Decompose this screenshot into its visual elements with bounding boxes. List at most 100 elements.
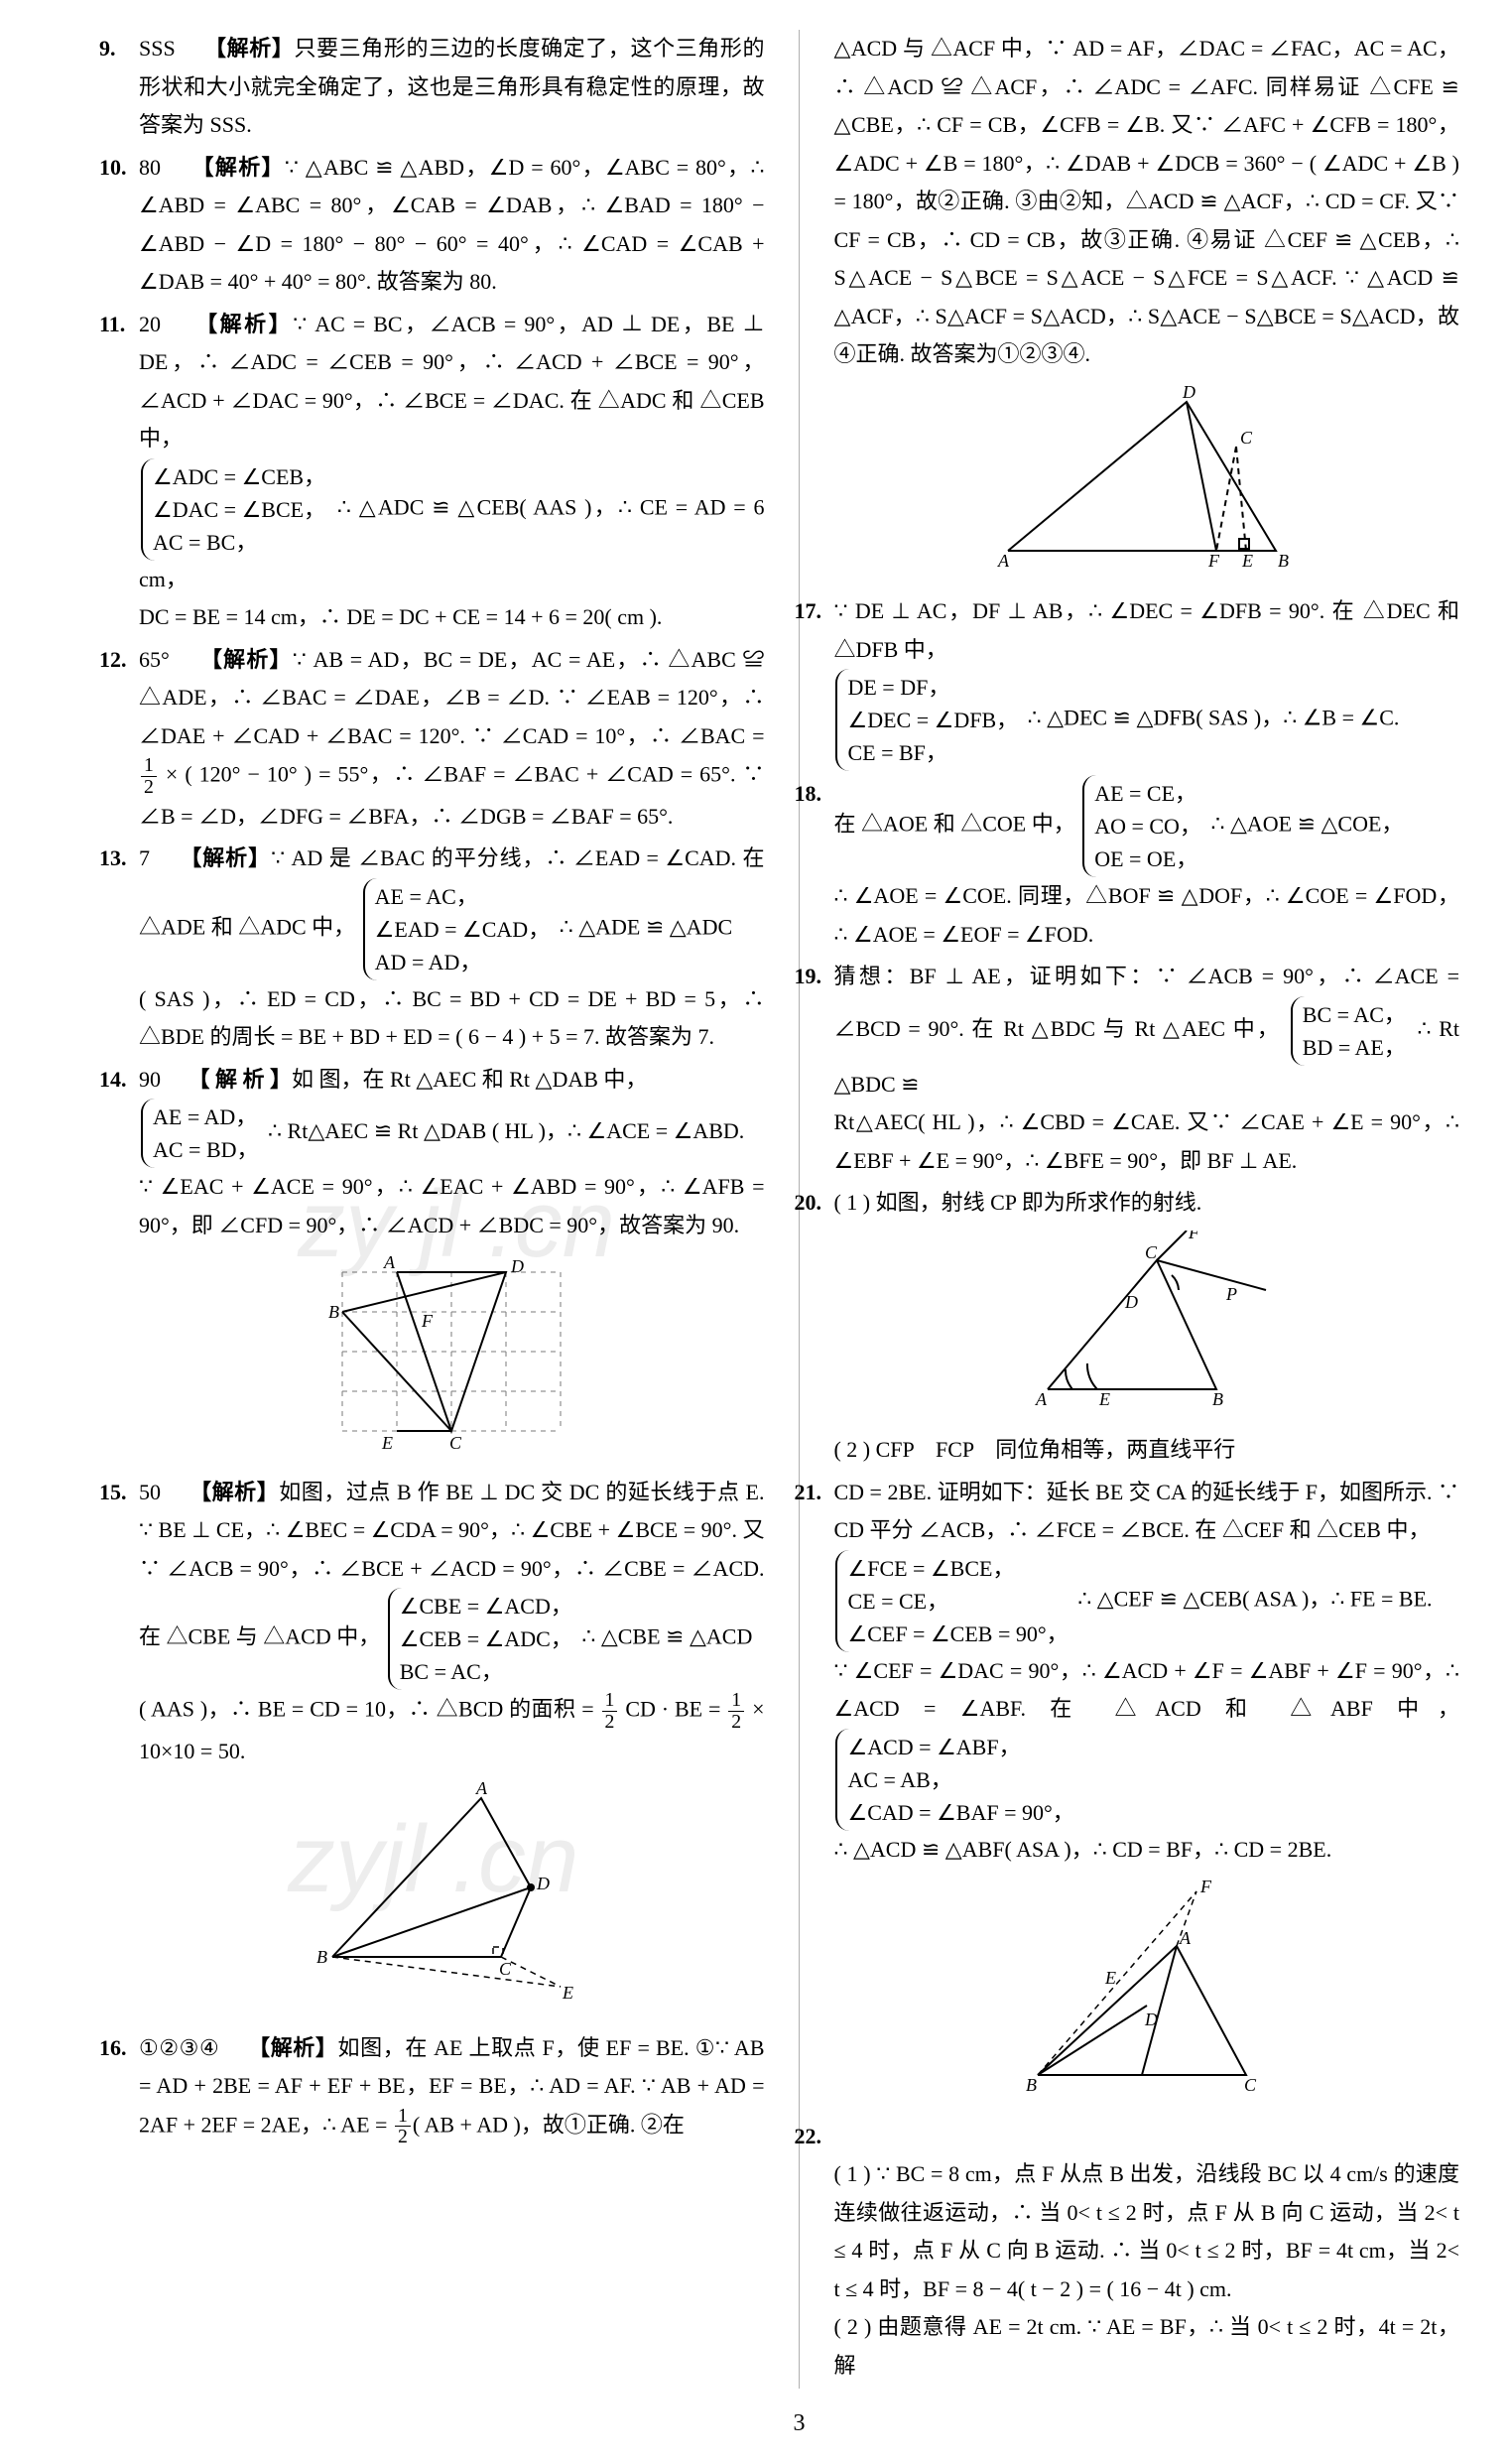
svg-text:B: B bbox=[1026, 2075, 1037, 2095]
svg-text:C: C bbox=[449, 1433, 462, 1451]
brace-system: AE = AC， ∠EAD = ∠CAD， AD = AD， bbox=[363, 878, 555, 980]
item-number: 17. bbox=[794, 592, 821, 631]
brace-line: AC = BC， bbox=[153, 526, 325, 559]
svg-text:E: E bbox=[1241, 551, 1253, 571]
brace-line: BC = AC， bbox=[400, 1655, 572, 1688]
svg-text:F: F bbox=[421, 1311, 434, 1331]
item-number: 12. bbox=[99, 641, 127, 680]
brace-system: ∠CBE = ∠ACD， ∠CEB = ∠ADC， BC = AC， bbox=[388, 1588, 576, 1690]
item-number: 18. bbox=[794, 775, 821, 814]
analysis-label: 【解析】 bbox=[200, 647, 293, 672]
svg-text:A: A bbox=[997, 551, 1010, 571]
figure-14: AD BF EC bbox=[139, 1252, 765, 1464]
brace-line: CE = CE， bbox=[847, 1585, 1068, 1618]
svg-text:E: E bbox=[1104, 1968, 1116, 1988]
svg-text:B: B bbox=[316, 1947, 327, 1967]
problem-13: 13. 7 【解析】∵ AD 是 ∠BAC 的平分线，∴ ∠EAD = ∠CAD… bbox=[139, 840, 765, 1057]
item-number: 22. bbox=[794, 2118, 821, 2156]
solution-text: △ACD 与 △ACF 中，∵ AD = AF，∠DAC = ∠FAC，AC =… bbox=[833, 36, 1459, 366]
answer: 50 bbox=[139, 1480, 161, 1504]
solution-text-a: ( 1 ) 如图，射线 CP 即为所求作的射线. bbox=[833, 1190, 1201, 1215]
brace-line: ∠CEF = ∠CEB = 90°， bbox=[847, 1618, 1068, 1650]
brace-system: BC = AC， BD = AE， bbox=[1291, 996, 1410, 1066]
item-number: 20. bbox=[794, 1184, 821, 1223]
figure-20: AE BC DF P bbox=[833, 1231, 1459, 1422]
problem-18: 18. 在 △AOE 和 △COE 中， AE = CE， AO = CO， O… bbox=[833, 775, 1459, 954]
solution-text-b: ∵ ∠CEF = ∠DAC = 90°，∴ ∠ACD + ∠F = ∠ABF +… bbox=[833, 1658, 1459, 1722]
brace-line: BC = AC， bbox=[1303, 998, 1406, 1031]
brace-line: AE = AC， bbox=[375, 880, 551, 913]
brace-line: ∠CBE = ∠ACD， bbox=[400, 1590, 572, 1622]
brace-line: ∠CEB = ∠ADC， bbox=[400, 1622, 572, 1655]
analysis-label: 【 解 析 】 bbox=[189, 1067, 293, 1092]
problem-19: 19. 猜想：BF ⊥ AE，证明如下：∵ ∠ACB = 90°，∴ ∠ACE … bbox=[833, 958, 1459, 1180]
fraction: 12 bbox=[728, 1690, 744, 1733]
analysis-label: 【解析】 bbox=[180, 845, 271, 870]
answer: 80 bbox=[139, 155, 161, 180]
brace-line: ∠ADC = ∠CEB， bbox=[153, 460, 325, 493]
brace-line: ∠DAC = ∠BCE， bbox=[153, 493, 325, 526]
brace-system-2: ∠ACD = ∠ABF， AC = AB， ∠CAD = ∠BAF = 90°， bbox=[835, 1729, 1077, 1831]
svg-text:E: E bbox=[1098, 1389, 1110, 1409]
svg-text:E: E bbox=[562, 1983, 573, 2003]
problem-20: 20. ( 1 ) 如图，射线 CP 即为所求作的射线. AE bbox=[833, 1184, 1459, 1470]
item-number: 21. bbox=[794, 1474, 821, 1512]
numerator: 1 bbox=[395, 2106, 411, 2128]
problem-21: 21. CD = 2BE. 证明如下：延长 BE 交 CA 的延长线于 F，如图… bbox=[833, 1474, 1459, 2108]
figure-21: AB CD EF bbox=[833, 1877, 1459, 2108]
answer: 90 bbox=[139, 1067, 161, 1092]
svg-text:D: D bbox=[1124, 1292, 1138, 1312]
analysis-label: 【解析】 bbox=[189, 1480, 279, 1504]
problem-9: 9. SSS 【解析】只要三角形的三边的长度确定了，这个三角形的形状和大小就完全… bbox=[139, 30, 765, 145]
solution-text-b: ∴ ∠AOE = ∠COE. 同理，△BOF ≌ △DOF，∴ ∠COE = ∠… bbox=[833, 883, 1459, 947]
svg-text:C: C bbox=[1240, 428, 1253, 448]
numerator: 1 bbox=[141, 755, 157, 777]
item-number: 16. bbox=[99, 2029, 127, 2068]
analysis-label: 【解析】 bbox=[192, 155, 285, 180]
brace-line: AD = AD， bbox=[375, 946, 551, 978]
problem-12: 12. 65° 【解析】∵ AB = AD，BC = DE，AC = AE，∴ … bbox=[139, 641, 765, 837]
svg-text:A: A bbox=[383, 1252, 396, 1272]
solution-text-b: ( 2 ) CFP FCP 同位角相等，两直线平行 bbox=[833, 1437, 1235, 1462]
solution-text-a: ∵ DE ⊥ AC，DF ⊥ AB，∴ ∠DEC = ∠DFB = 90°. 在… bbox=[833, 598, 1459, 662]
answer: 20 bbox=[139, 312, 161, 336]
svg-text:F: F bbox=[1199, 1877, 1212, 1896]
brace-line: AC = BD， bbox=[153, 1133, 259, 1166]
numerator: 1 bbox=[602, 1690, 618, 1712]
svg-text:C: C bbox=[1244, 2075, 1257, 2095]
solution-text-c: ∴ △ACD ≌ △ABF( ASA )，∴ CD = BF，∴ CD = 2B… bbox=[833, 1837, 1331, 1862]
denominator: 2 bbox=[728, 1712, 744, 1733]
brace-tail: ∴ △CEF ≌ △CEB( ASA )，∴ FE = BE. bbox=[1077, 1586, 1432, 1611]
problem-16: 16. ①②③④ 【解析】如图，在 AE 上取点 F，使 EF = BE. ①∵… bbox=[139, 2029, 765, 2148]
svg-text:E: E bbox=[381, 1433, 393, 1451]
brace-system: ∠FCE = ∠BCE， CE = CE， ∠CEF = ∠CEB = 90°， bbox=[835, 1550, 1071, 1652]
solution-text-c: CD · BE = bbox=[619, 1696, 726, 1721]
right-column: △ACD 与 △ACF 中，∵ AD = AF，∠DAC = ∠FAC，AC =… bbox=[833, 30, 1459, 2389]
denominator: 2 bbox=[141, 777, 157, 798]
solution-text-a: 在 △AOE 和 △COE 中， bbox=[833, 812, 1074, 837]
svg-text:C: C bbox=[499, 1959, 512, 1979]
solution-text-b: ( AAS )，∴ BE = CD = 10，∴ △BCD 的面积 = bbox=[139, 1696, 600, 1721]
figure-15: A B C D E bbox=[139, 1778, 765, 2019]
brace-line: OE = OE， bbox=[1094, 843, 1201, 875]
page-number: 3 bbox=[139, 2402, 1459, 2444]
solution-text-a: CD = 2BE. 证明如下：延长 BE 交 CA 的延长线于 F，如图所示. … bbox=[833, 1480, 1459, 1543]
brace-line: ∠ACD = ∠ABF， bbox=[847, 1731, 1073, 1763]
svg-text:F: F bbox=[1188, 1231, 1200, 1242]
item-number: 19. bbox=[794, 958, 821, 996]
solution-text: ( 1 ) ∵ BC = 8 cm，点 F 从点 B 出发，沿线段 BC 以 4… bbox=[833, 2161, 1459, 2378]
svg-text:A: A bbox=[475, 1778, 488, 1798]
svg-text:P: P bbox=[1225, 1284, 1237, 1304]
figure-16: AB CD EF bbox=[833, 382, 1459, 584]
brace-line: ∠EAD = ∠CAD， bbox=[375, 913, 551, 946]
brace-line: ∠FCE = ∠BCE， bbox=[847, 1552, 1068, 1585]
brace-line: ∠CAD = ∠BAF = 90°， bbox=[847, 1796, 1073, 1829]
solution-text-b: Rt△AEC( HL )，∴ ∠CBD = ∠CAE. 又∵ ∠CAE + ∠E… bbox=[833, 1109, 1459, 1173]
svg-text:D: D bbox=[536, 1874, 550, 1893]
denominator: 2 bbox=[395, 2127, 411, 2147]
svg-text:D: D bbox=[1182, 382, 1195, 402]
solution-text-b: DC = BE = 14 cm，∴ DE = DC + CE = 14 + 6 … bbox=[139, 604, 662, 629]
analysis-label: 【解析】 bbox=[195, 312, 293, 336]
item-number: 11. bbox=[99, 306, 125, 344]
brace-tail: ∴ Rt△AEC ≌ Rt △DAB ( HL )，∴ ∠ACE = ∠ABD. bbox=[268, 1118, 744, 1143]
